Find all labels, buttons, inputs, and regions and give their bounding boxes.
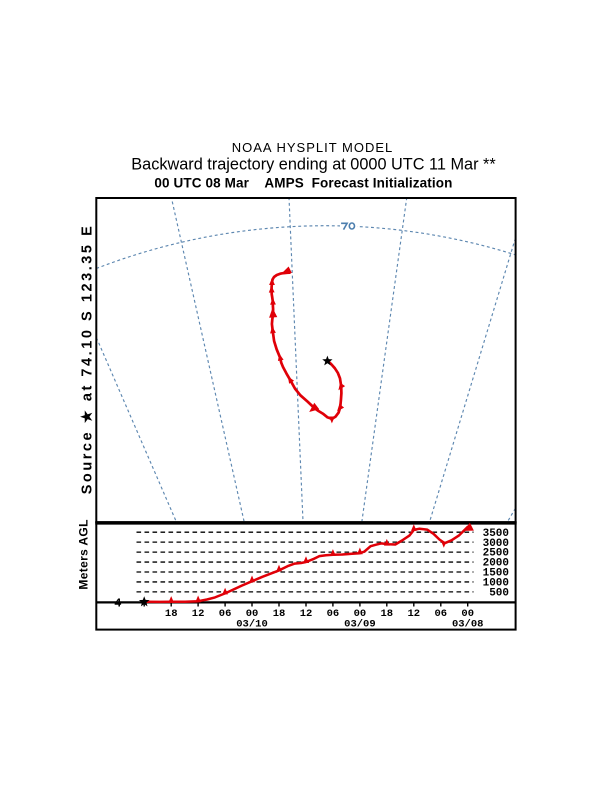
svg-text:06: 06 [327,608,340,620]
svg-text:06: 06 [434,608,447,620]
svg-text:18: 18 [380,608,393,620]
svg-text:03/08: 03/08 [452,619,484,631]
svg-text:500: 500 [489,588,509,600]
svg-text:00 UTC 08 Mar AMPS Forecas: 00 UTC 08 Mar AMPS Forecast Initializati… [154,176,452,191]
svg-text:Source ★ at 74.10 S 123.35 E: Source ★ at 74.10 S 123.35 E [80,224,96,495]
svg-text:NOAA HYSPLIT MODEL: NOAA HYSPLIT MODEL [232,140,394,155]
svg-text:18: 18 [165,608,178,620]
svg-text:12: 12 [192,608,205,620]
svg-text:4: 4 [114,596,121,610]
svg-text:1500: 1500 [483,568,509,580]
svg-text:00: 00 [246,608,259,620]
svg-text:2000: 2000 [483,558,509,570]
svg-text:00: 00 [461,608,474,620]
svg-text:12: 12 [407,608,420,620]
svg-text:3500: 3500 [483,528,509,540]
svg-text:3000: 3000 [483,538,509,550]
svg-text:03/10: 03/10 [236,619,268,631]
svg-text:03/09: 03/09 [344,619,376,631]
svg-text:18: 18 [273,608,286,620]
svg-text:00: 00 [354,608,367,620]
svg-text:Meters AGL: Meters AGL [77,519,91,589]
svg-text:2500: 2500 [483,548,509,560]
svg-text:12: 12 [300,608,313,620]
svg-text:1000: 1000 [483,578,509,590]
svg-text:Backward trajectory ending at: Backward trajectory ending at 0000 UTC 1… [131,156,496,174]
svg-text:06: 06 [219,608,232,620]
